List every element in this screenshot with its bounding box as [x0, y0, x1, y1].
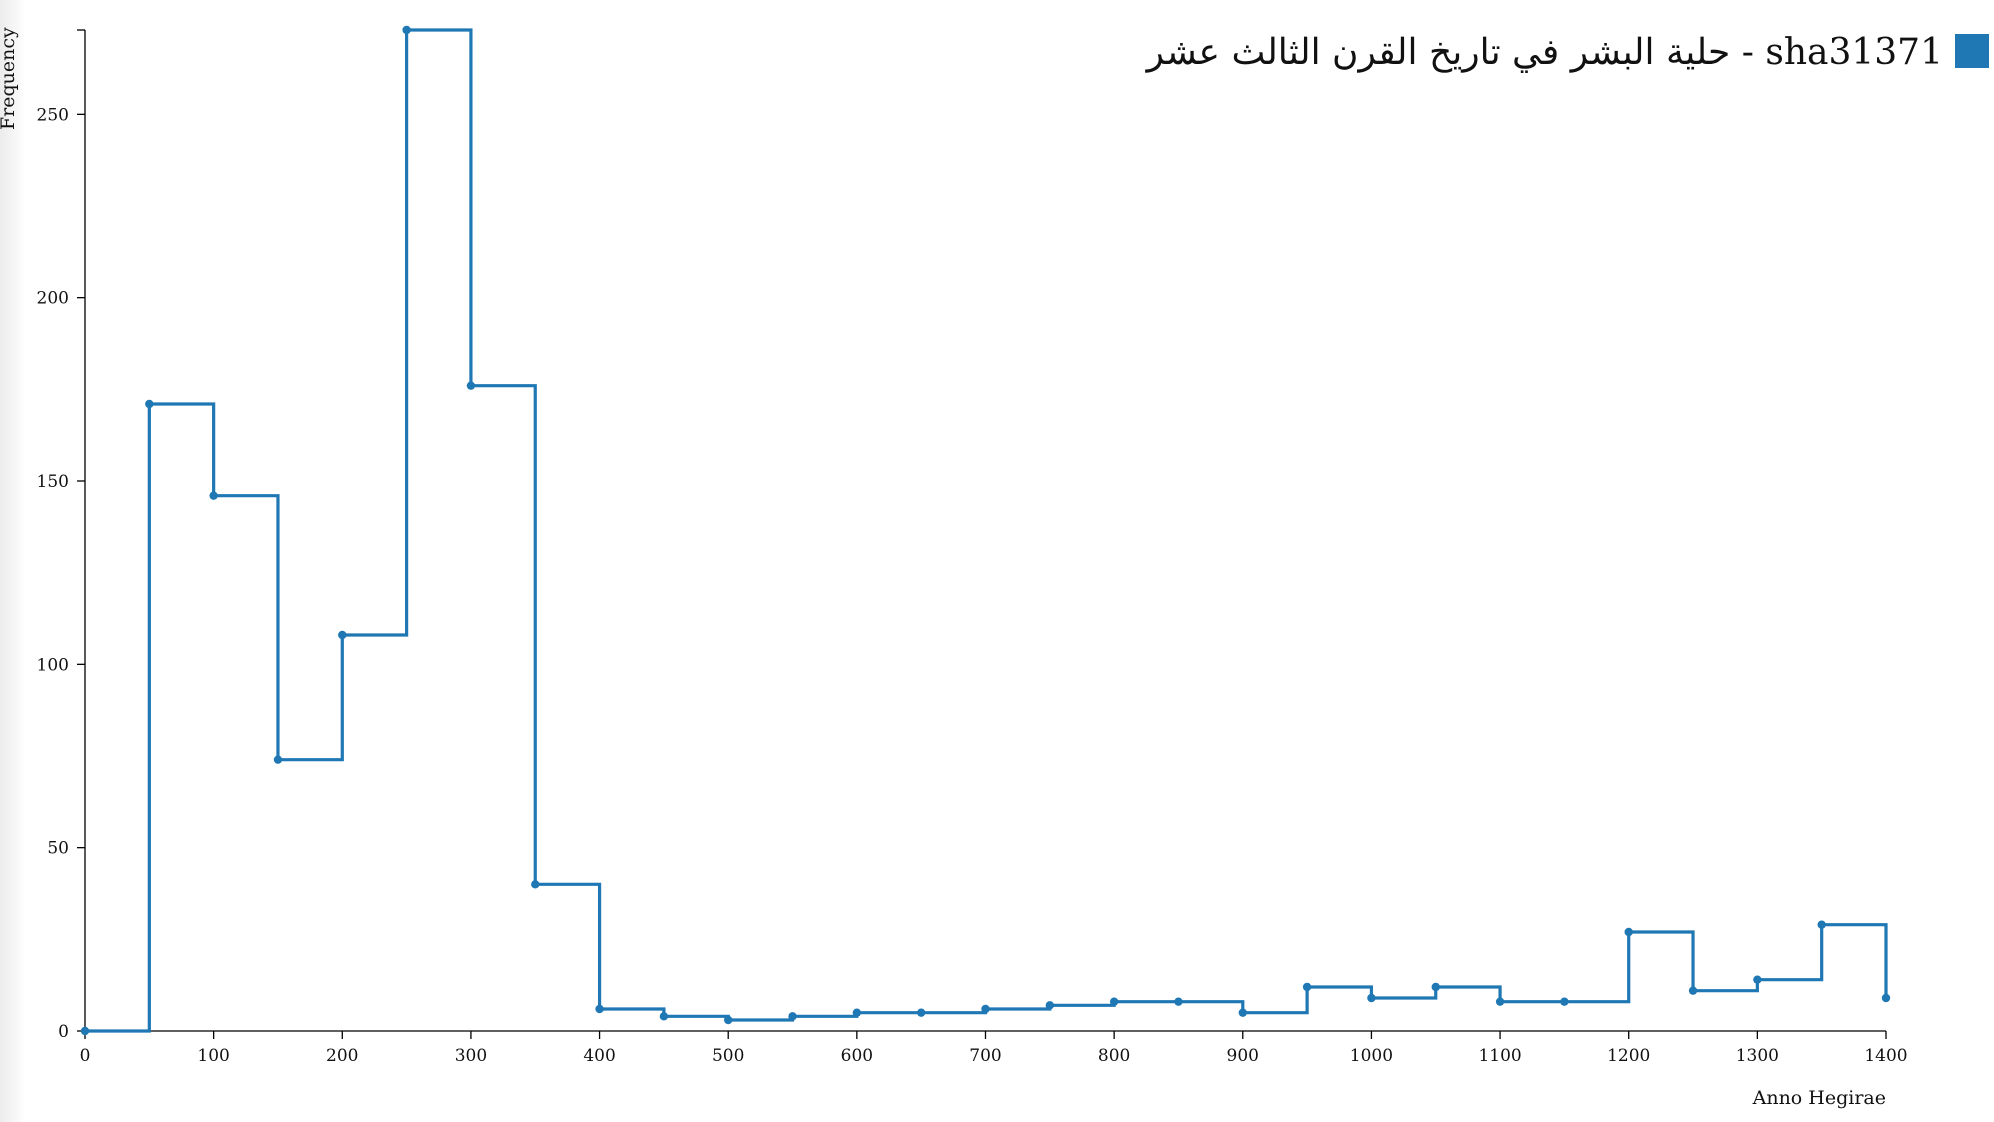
x-tick-label: 1200 [1607, 1046, 1650, 1066]
data-point [466, 381, 476, 390]
x-tick-label: 1300 [1736, 1046, 1779, 1066]
legend-swatch [1955, 34, 1989, 68]
x-tick-label: 1000 [1350, 1046, 1393, 1066]
y-tick-label: 200 [37, 289, 69, 309]
data-point [1367, 993, 1376, 1003]
data-point [1881, 993, 1891, 1003]
x-tick-label: 900 [1227, 1046, 1259, 1066]
data-point [1688, 986, 1698, 995]
x-tick-label: 1100 [1478, 1046, 1521, 1066]
axes: 0 100 200 300 400 500 600 700 800 900 1000 1100 1200… [0, 27, 1908, 1109]
data-point [1817, 920, 1826, 929]
x-tick-label: 0 [80, 1046, 91, 1066]
data-point [338, 630, 347, 640]
data-point [80, 1026, 90, 1036]
data-point [1624, 927, 1633, 937]
y-tick-label: 0 [58, 1022, 69, 1042]
data-point [1045, 1001, 1055, 1010]
y-tick-label: 150 [37, 472, 69, 492]
y-axis-title: Frequency [0, 27, 19, 130]
x-tick-label: 800 [1098, 1046, 1130, 1066]
data-point [1560, 997, 1569, 1006]
data-point [1431, 982, 1440, 992]
data-point [145, 399, 154, 409]
data-point [1238, 1008, 1247, 1017]
y-tick-label: 100 [37, 655, 69, 675]
data-point [724, 1015, 733, 1025]
left-edge-shade [0, 0, 26, 1122]
x-tick-label: 700 [969, 1046, 1001, 1066]
x-tick-label: 200 [326, 1046, 358, 1066]
data-point [595, 1004, 604, 1014]
data-point [788, 1012, 797, 1021]
legend: حلية البشر في تاريخ القرن الثالث عشر - s… [1145, 32, 1989, 73]
series-line [85, 28, 1888, 1033]
x-tick-label: 300 [455, 1046, 487, 1066]
data-point [1109, 997, 1119, 1006]
x-tick-label: 500 [712, 1046, 744, 1066]
data-point [1753, 975, 1762, 984]
data-point [852, 1008, 862, 1017]
data-point [1302, 982, 1312, 992]
data-point [531, 880, 540, 889]
x-axis-title: Anno Hegirae [1752, 1087, 1886, 1109]
x-tick-label: 100 [197, 1046, 229, 1066]
x-tick-label: 1400 [1864, 1046, 1907, 1066]
data-point [981, 1004, 990, 1014]
y-tick-label: 50 [47, 839, 69, 859]
x-tick-label: 600 [841, 1046, 873, 1066]
series-layer [80, 25, 1891, 1036]
data-point [209, 491, 218, 500]
data-point [1174, 997, 1183, 1006]
x-tick-label: 400 [583, 1046, 615, 1066]
data-point [916, 1008, 926, 1017]
y-tick-label: 250 [37, 105, 69, 125]
legend-label: حلية البشر في تاريخ القرن الثالث عشر - s… [1145, 32, 1943, 73]
data-point [273, 755, 283, 764]
data-point [659, 1012, 669, 1021]
data-point [402, 25, 411, 35]
data-point [1495, 997, 1505, 1006]
